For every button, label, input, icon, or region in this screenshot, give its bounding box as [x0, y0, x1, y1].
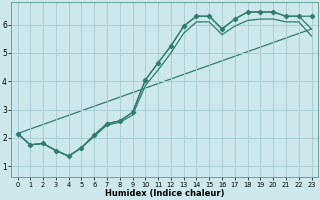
X-axis label: Humidex (Indice chaleur): Humidex (Indice chaleur) [105, 189, 224, 198]
